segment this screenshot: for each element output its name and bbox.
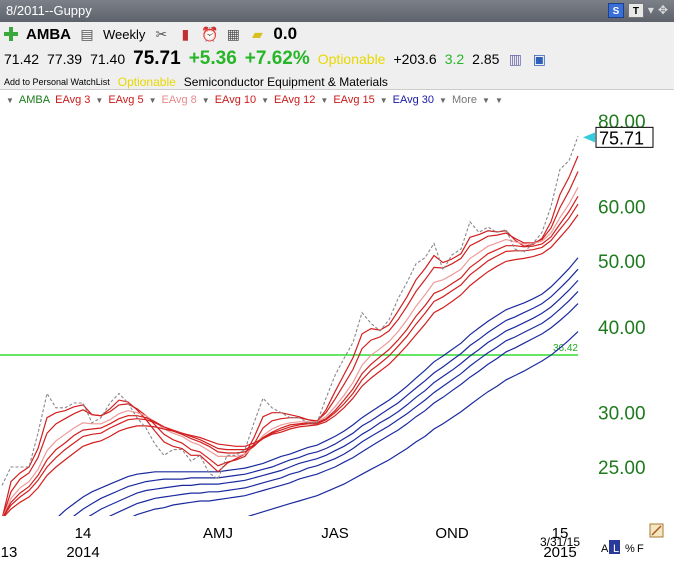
legend-item[interactable]: More xyxy=(451,94,478,106)
printer-icon[interactable]: ▤ xyxy=(80,25,94,42)
scale-auto-button[interactable]: A xyxy=(601,543,609,555)
short-ema-line xyxy=(2,187,579,516)
short-ema-line xyxy=(2,155,579,516)
optionable-label: Optionable xyxy=(317,51,386,67)
price-line-group xyxy=(1,136,579,486)
indicator-legend: ▼ AMBA EAvg 3 ▼ EAvg 5 ▼ EAvg 8 ▼ EAvg 10 ▼ EAvg 1… xyxy=(0,91,674,109)
stat-1: +203.6 xyxy=(393,51,437,67)
low-price: 71.40 xyxy=(90,51,126,67)
high-price: 77.39 xyxy=(47,51,83,67)
price-change-pct: +7.62% xyxy=(244,48,310,69)
short-ema-line xyxy=(3,214,579,516)
y-tick-label: 25.00 xyxy=(598,458,646,479)
legend-dropdown-icon[interactable]: ▼ xyxy=(320,95,329,105)
y-tick-label: 40.00 xyxy=(598,318,646,339)
price-change: +5.36 xyxy=(188,48,237,69)
current-price-label: 75.71 xyxy=(599,128,644,148)
toolbar-row: AMBA ▤ Weekly ✂ ▮ ⏰ ▦ ▰ 0.0 xyxy=(4,24,297,44)
long-ema-line xyxy=(88,279,579,516)
x-year-label: 13 xyxy=(1,544,18,561)
legend-item[interactable]: AMBA xyxy=(18,94,51,106)
legend-dropdown-icon[interactable]: ▼ xyxy=(379,95,388,105)
legend-item[interactable]: EAvg 8 xyxy=(161,94,197,106)
database-icon[interactable]: ▥ xyxy=(508,51,523,67)
legend-item[interactable]: EAvg 3 xyxy=(55,94,91,106)
long-ema-line xyxy=(73,268,579,516)
y-tick-label: 30.00 xyxy=(598,404,646,425)
calculator-icon[interactable]: ▦ xyxy=(226,25,240,42)
bar-chart-icon[interactable]: ▮ xyxy=(181,25,190,42)
x-tick-label: 15 xyxy=(552,525,569,542)
legend-dropdown-icon[interactable]: ▼ xyxy=(482,95,490,105)
note-icon[interactable]: ▰ xyxy=(252,25,263,42)
t-button[interactable]: T xyxy=(627,3,644,18)
x-tick-label: JAS xyxy=(321,525,349,542)
long-ema-group xyxy=(58,257,579,516)
tools-icon[interactable]: ✂ xyxy=(155,25,168,42)
window-titlebar: 8/2011--Guppy S T ▾ ✥ xyxy=(0,0,674,22)
add-watchlist-link[interactable]: Add to Personal WatchList xyxy=(4,77,110,87)
x-year-label: 2015 xyxy=(543,544,576,561)
window-title: 8/2011--Guppy xyxy=(6,3,92,18)
current-price-box xyxy=(595,126,654,148)
short-ema-group xyxy=(2,155,579,516)
toolbar-value: 0.0 xyxy=(273,24,298,43)
legend-dropdown-icon[interactable]: ▼ xyxy=(6,95,14,105)
legend-dropdown-icon[interactable]: ▼ xyxy=(439,95,447,105)
legend-item[interactable]: EAvg 5 xyxy=(108,94,144,106)
open-price: 71.42 xyxy=(4,51,40,67)
short-ema-line xyxy=(2,195,579,516)
x-tick-label: OND xyxy=(435,525,469,542)
y-tick-label: 60.00 xyxy=(598,198,646,219)
symbol-label[interactable]: AMBA xyxy=(26,25,71,43)
last-price: 75.71 xyxy=(133,48,181,69)
legend-item[interactable]: EAvg 10 xyxy=(214,94,257,106)
current-price-marker xyxy=(583,132,595,143)
add-plus-icon[interactable] xyxy=(4,27,18,41)
scale-pct-button[interactable]: % xyxy=(625,543,635,555)
legend-item[interactable]: EAvg 30 xyxy=(392,94,435,106)
scale-fixed-button[interactable]: F xyxy=(637,543,644,555)
legend-item[interactable]: EAvg 12 xyxy=(274,94,316,106)
y-tick-label: 50.00 xyxy=(598,252,646,273)
legend-dropdown-icon[interactable]: ▼ xyxy=(95,95,104,105)
legend-dropdown-icon[interactable]: ▼ xyxy=(201,95,210,105)
legend-dropdown-icon[interactable]: ▼ xyxy=(148,95,157,105)
short-ema-line xyxy=(3,203,579,516)
x-year-label: 2014 xyxy=(66,544,99,561)
long-ema-line xyxy=(58,257,579,516)
industry-label: Semiconductor Equipment & Materials xyxy=(183,75,388,89)
legend-dropdown-icon[interactable]: ▼ xyxy=(261,95,270,105)
s-button[interactable]: S xyxy=(607,3,624,18)
price-chart[interactable]: 36.42 80.0060.0050.0040.0030.0025.0075.7… xyxy=(0,110,674,564)
stat-3: 2.85 xyxy=(472,51,500,67)
stat-2: 3.2 xyxy=(444,51,465,67)
save-icon[interactable]: ▣ xyxy=(532,51,547,67)
price-line xyxy=(1,136,579,486)
scale-log-button[interactable]: L xyxy=(613,543,619,555)
date-label: 3/31/15 xyxy=(540,535,580,549)
info-row: Add to Personal WatchList Optionable Sem… xyxy=(4,75,388,89)
x-tick-label: AMJ xyxy=(203,525,233,542)
edit-pencil-icon-stroke xyxy=(651,525,662,536)
long-ema-line xyxy=(108,290,579,516)
long-ema-line xyxy=(132,303,579,516)
dropdown-icon[interactable]: ▾ xyxy=(647,3,654,17)
quote-row: 71.42 77.39 71.40 75.71 +5.36 +7.62% Opt… xyxy=(4,48,547,70)
alarm-clock-icon[interactable]: ⏰ xyxy=(201,25,219,42)
period-selector[interactable]: Weekly xyxy=(103,26,146,42)
hline-label: 36.42 xyxy=(553,343,578,354)
long-ema-line xyxy=(247,331,579,516)
chart-header xyxy=(0,22,674,90)
move-icon[interactable]: ✥ xyxy=(657,3,668,17)
optionable-tag: Optionable xyxy=(117,75,176,89)
x-tick-label: 14 xyxy=(75,525,92,542)
legend-more-dropdown-icon[interactable]: ▼ xyxy=(494,95,503,105)
legend-item[interactable]: EAvg 15 xyxy=(333,94,375,106)
scale-log-bg xyxy=(609,540,620,554)
